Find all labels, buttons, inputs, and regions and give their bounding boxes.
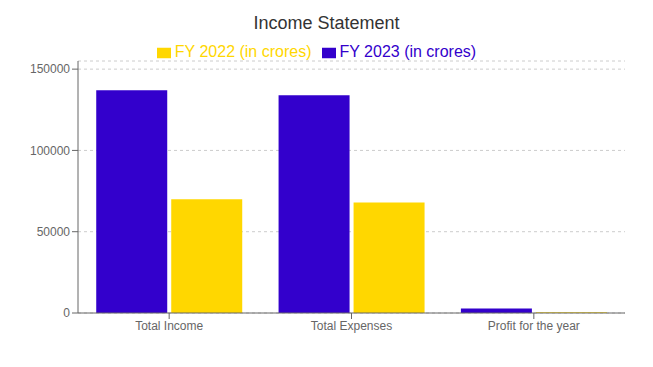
svg-text:150000: 150000 (30, 62, 70, 76)
svg-text:100000: 100000 (30, 144, 70, 158)
svg-text:Total Income: Total Income (135, 319, 203, 333)
html-text:Income Statement: Income Statement (253, 13, 400, 33)
svg-text:Total Expenses: Total Expenses (311, 319, 392, 333)
html-text:FY 2022 (in crores): FY 2022 (in crores) (174, 43, 312, 60)
svg-text:Profit for the year: Profit for the year (488, 319, 580, 333)
svg-text:0: 0 (63, 306, 70, 320)
html-text:FY 2023 (in crores): FY 2023 (in crores) (339, 43, 477, 60)
svg-text:50000: 50000 (37, 225, 71, 239)
